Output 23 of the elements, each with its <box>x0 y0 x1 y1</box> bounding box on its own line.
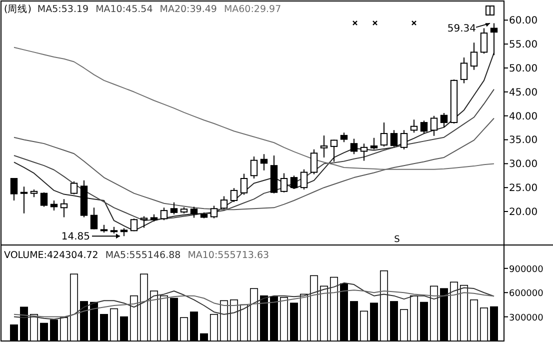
y-tick-label: 50.00 <box>509 63 538 74</box>
y-tick-label: 300000 <box>509 313 544 324</box>
y-tick-label: 55.00 <box>509 40 538 51</box>
text: MA20:39.49 <box>160 4 217 15</box>
y-tick-label: 900000 <box>509 264 544 275</box>
y-tick-label: 60.00 <box>509 16 538 27</box>
y-tick-label: 25.00 <box>509 183 538 194</box>
chart-title: (周线) <box>4 3 32 15</box>
text: MA60:29.97 <box>224 4 282 15</box>
y-tick-label: 20.00 <box>509 207 538 218</box>
text: MA10:555713.63 <box>188 250 270 261</box>
y-tick-label: 35.00 <box>509 135 538 146</box>
y-tick-label: 30.00 <box>509 159 538 170</box>
text: VOLUME:424304.72 <box>4 250 98 261</box>
y-tick-label: 600000 <box>509 289 544 300</box>
annotation: 59.34 <box>447 23 476 34</box>
y-tick-label: 45.00 <box>509 87 538 98</box>
text: MA5:555146.88 <box>105 250 181 261</box>
annotation: 14.85 <box>61 232 90 243</box>
text: MA10:45.54 <box>96 4 153 15</box>
y-tick-label: 40.00 <box>509 111 538 122</box>
text: MA5:53.19 <box>37 4 89 15</box>
annotation: S <box>394 235 400 245</box>
